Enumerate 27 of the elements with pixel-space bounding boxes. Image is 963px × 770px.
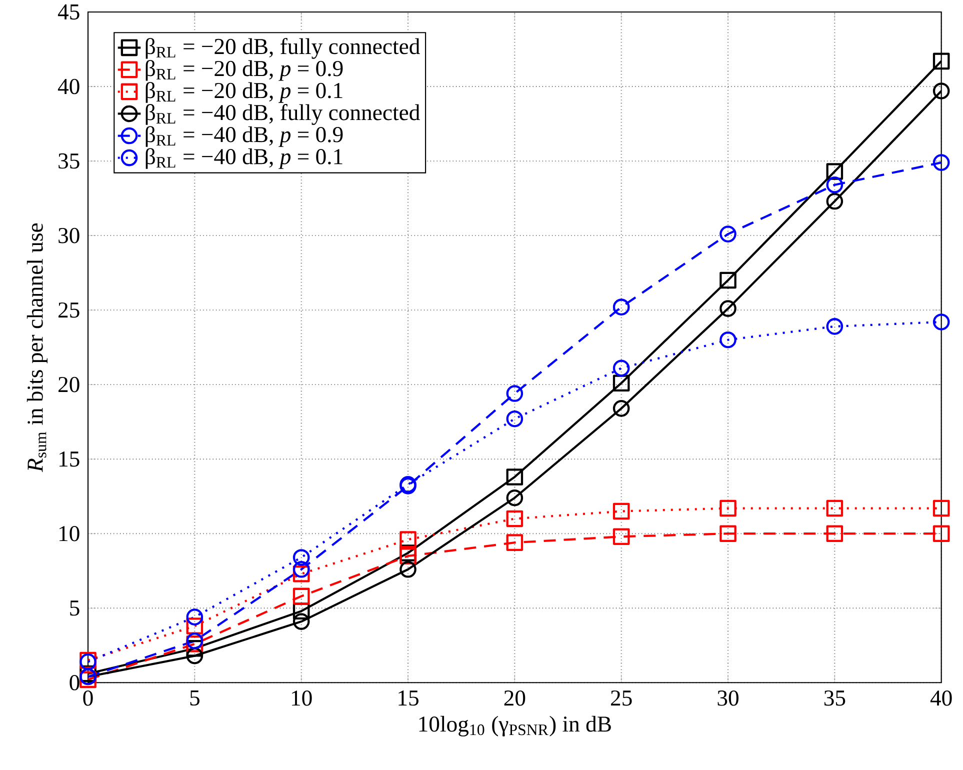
y-tick-label: 30 xyxy=(58,228,80,244)
x-axis-title: 10log$_{10}$ (γ$_{PSNR}$) in dB xyxy=(419,716,611,736)
legend-label: β$_{RL}$ = −40 dB, p = 0.9 xyxy=(146,126,343,147)
y-tick-label: 25 xyxy=(58,302,80,318)
legend-label: β$_{RL}$ = −20 dB, p = 0.1 xyxy=(146,82,342,103)
y-tick-label: 10 xyxy=(60,526,80,542)
y-tick-label: 5 xyxy=(70,600,80,616)
x-tick-label: 15 xyxy=(398,690,418,706)
x-tick-label: 5 xyxy=(190,690,200,706)
y-axis-title: R$_{sum}$ in bits per channel use xyxy=(26,223,48,472)
y-tick-label: 45 xyxy=(58,4,80,20)
x-tick-label: 25 xyxy=(611,690,632,706)
x-tick-label: 35 xyxy=(824,690,846,706)
x-tick-label: 10 xyxy=(292,690,312,706)
x-tick-label: 0 xyxy=(83,690,93,706)
y-tick-label: 15 xyxy=(60,452,80,467)
x-tick-label: 20 xyxy=(504,690,526,706)
x-tick-label: 30 xyxy=(718,690,738,706)
x-tick-label: 40 xyxy=(930,690,952,706)
legend-label: β$_{RL}$ = −40 dB, fully connected xyxy=(146,104,420,125)
y-tick-label: 35 xyxy=(58,153,80,169)
legend-label: β$_{RL}$ = −20 dB, p = 0.9 xyxy=(146,60,343,81)
y-tick-label: 20 xyxy=(58,376,80,392)
y-tick-label: 40 xyxy=(58,78,80,94)
y-tick-label: 0 xyxy=(70,675,80,690)
legend-label: β$_{RL}$ = −20 dB, fully connected xyxy=(146,38,420,59)
legend-label: β$_{RL}$ = −40 dB, p = 0.1 xyxy=(146,148,342,169)
